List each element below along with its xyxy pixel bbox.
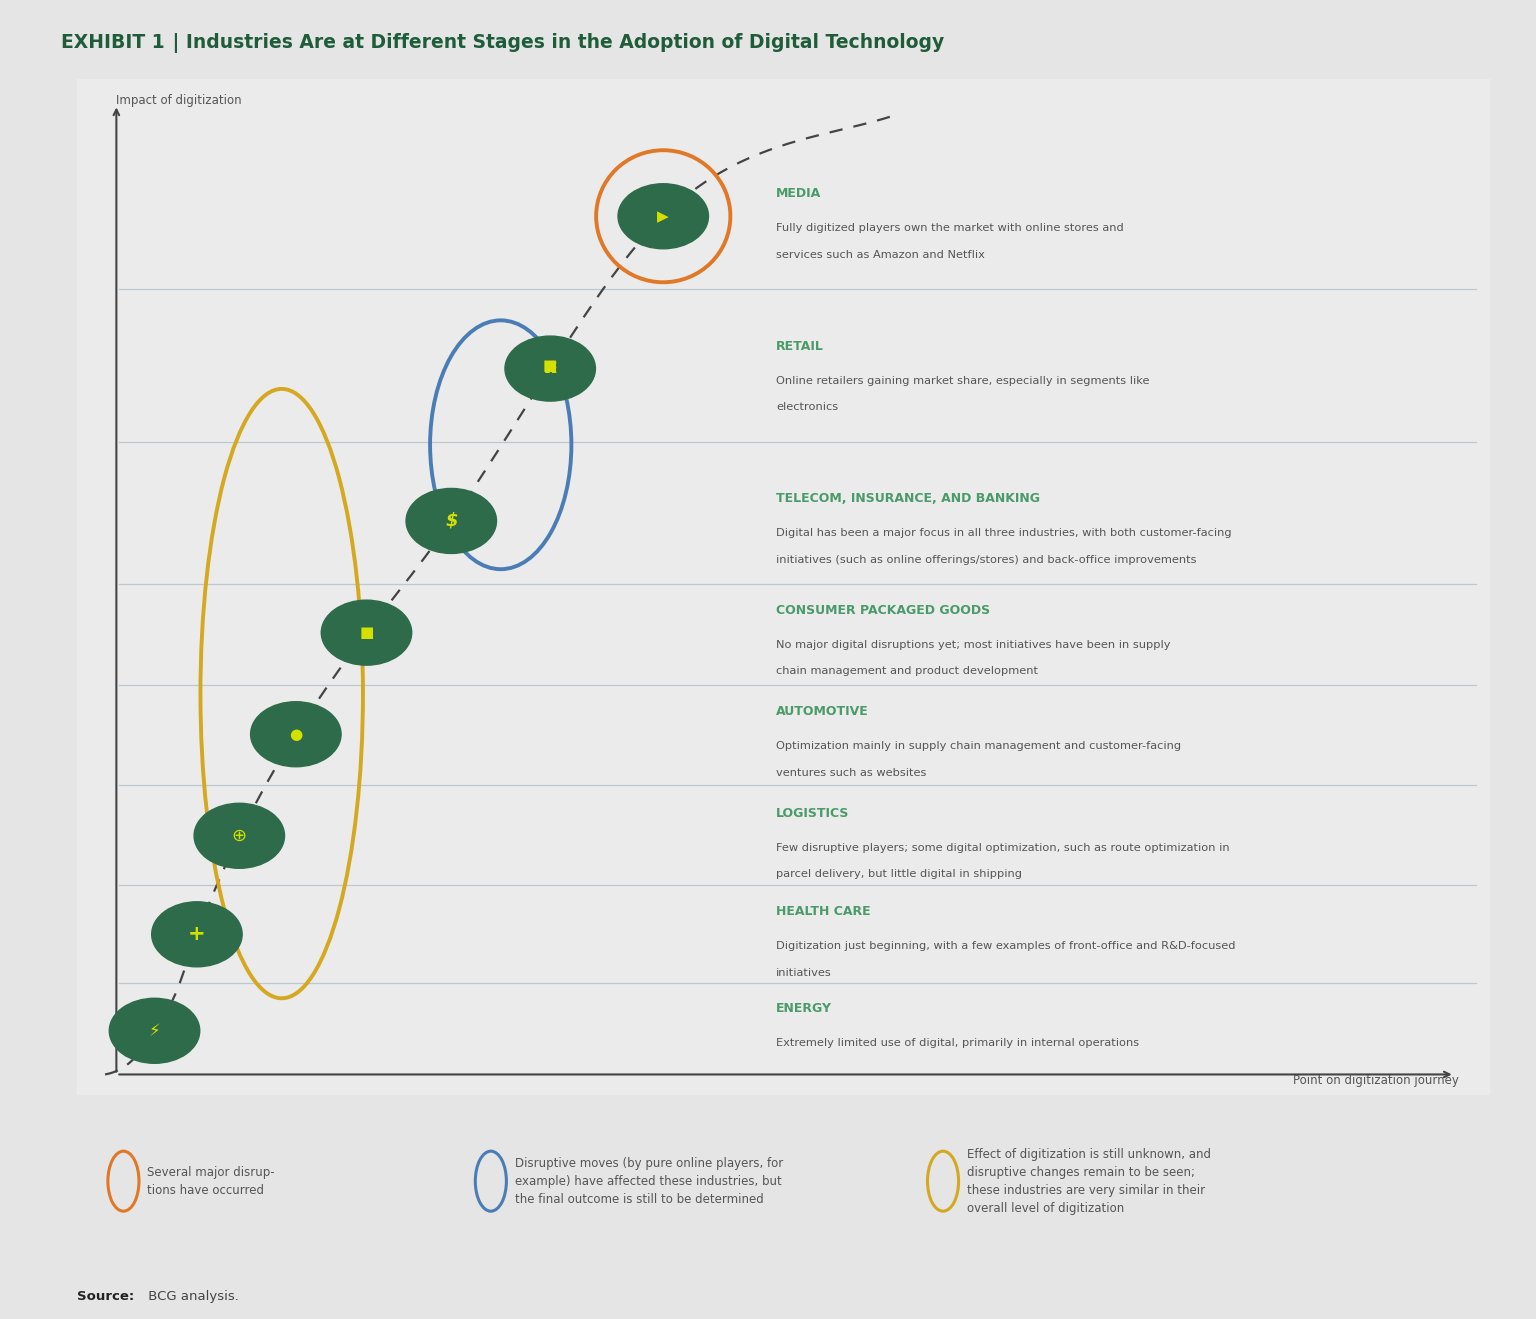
Text: ▶: ▶: [657, 208, 670, 224]
Text: Extremely limited use of digital, primarily in internal operations: Extremely limited use of digital, primar…: [776, 1038, 1140, 1049]
Text: RETAIL: RETAIL: [776, 340, 825, 352]
Text: Source:: Source:: [77, 1290, 134, 1303]
Circle shape: [321, 600, 412, 665]
Text: electronics: electronics: [776, 402, 839, 413]
Text: ■: ■: [544, 357, 558, 373]
Text: EXHIBIT 1: EXHIBIT 1: [61, 33, 164, 51]
Text: | Industries Are at Different Stages in the Adoption of Digital Technology: | Industries Are at Different Stages in …: [166, 33, 945, 53]
Circle shape: [406, 488, 496, 554]
Text: MEDIA: MEDIA: [776, 187, 822, 200]
Circle shape: [109, 998, 200, 1063]
Circle shape: [152, 902, 243, 967]
Text: Few disruptive players; some digital optimization, such as route optimization in: Few disruptive players; some digital opt…: [776, 843, 1230, 853]
Text: CONSUMER PACKAGED GOODS: CONSUMER PACKAGED GOODS: [776, 604, 991, 617]
Text: HEALTH CARE: HEALTH CARE: [776, 905, 871, 918]
Circle shape: [250, 702, 341, 766]
Text: ■: ■: [359, 625, 373, 640]
Text: Online retailers gaining market share, especially in segments like: Online retailers gaining market share, e…: [776, 376, 1150, 385]
Text: Fully digitized players own the market with online stores and: Fully digitized players own the market w…: [776, 223, 1124, 233]
Text: Effect of digitization is still unknown, and
disruptive changes remain to be see: Effect of digitization is still unknown,…: [968, 1148, 1210, 1215]
Circle shape: [194, 803, 284, 868]
Circle shape: [505, 336, 596, 401]
Text: Several major disrup-
tions have occurred: Several major disrup- tions have occurre…: [147, 1166, 275, 1196]
Circle shape: [617, 183, 708, 249]
Text: ⚡: ⚡: [149, 1022, 160, 1039]
Text: ☷: ☷: [544, 361, 558, 376]
Text: ●: ●: [289, 727, 303, 741]
Text: Point on digitization journey: Point on digitization journey: [1293, 1074, 1459, 1087]
Text: Impact of digitization: Impact of digitization: [117, 95, 243, 107]
Text: Digital has been a major focus in all three industries, with both customer-facin: Digital has been a major focus in all th…: [776, 528, 1232, 538]
Text: $: $: [445, 512, 458, 530]
Text: TELECOM, INSURANCE, AND BANKING: TELECOM, INSURANCE, AND BANKING: [776, 492, 1040, 505]
Text: No major digital disruptions yet; most initiatives have been in supply: No major digital disruptions yet; most i…: [776, 640, 1170, 650]
Text: services such as Amazon and Netflix: services such as Amazon and Netflix: [776, 249, 985, 260]
Text: ventures such as websites: ventures such as websites: [776, 768, 926, 778]
Text: Digitization just beginning, with a few examples of front-office and R&D-focused: Digitization just beginning, with a few …: [776, 942, 1236, 951]
Text: ENERGY: ENERGY: [776, 1002, 833, 1014]
Text: BCG analysis.: BCG analysis.: [144, 1290, 240, 1303]
Text: AUTOMOTIVE: AUTOMOTIVE: [776, 706, 869, 719]
Text: +: +: [187, 925, 206, 944]
Text: initiatives: initiatives: [776, 968, 833, 977]
Text: initiatives (such as online offerings/stores) and back-office improvements: initiatives (such as online offerings/st…: [776, 554, 1197, 565]
Text: parcel delivery, but little digital in shipping: parcel delivery, but little digital in s…: [776, 869, 1023, 880]
Text: chain management and product development: chain management and product development: [776, 666, 1038, 677]
Text: Disruptive moves (by pure online players, for
example) have affected these indus: Disruptive moves (by pure online players…: [515, 1157, 783, 1206]
Text: Optimization mainly in supply chain management and customer-facing: Optimization mainly in supply chain mana…: [776, 741, 1181, 752]
Text: ⊕: ⊕: [232, 827, 247, 844]
Text: LOGISTICS: LOGISTICS: [776, 807, 849, 820]
